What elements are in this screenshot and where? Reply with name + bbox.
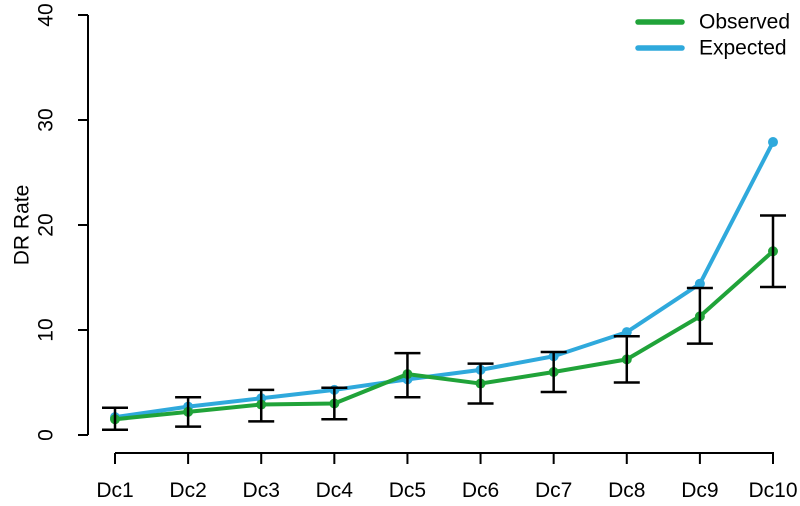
point-expected-9 bbox=[768, 137, 778, 148]
y-tick-label-1: 10 bbox=[35, 318, 58, 341]
x-tick-label-9: Dc10 bbox=[748, 479, 797, 502]
x-tick-label-7: Dc8 bbox=[608, 479, 645, 502]
x-tick-label-3: Dc4 bbox=[316, 479, 354, 502]
x-tick-label-8: Dc9 bbox=[681, 479, 718, 502]
legend-label-observed: Observed bbox=[699, 11, 790, 34]
y-tick-label-4: 40 bbox=[35, 3, 58, 26]
point-expected-8 bbox=[694, 278, 705, 289]
x-tick-label-1: Dc2 bbox=[169, 479, 206, 502]
point-expected-7 bbox=[621, 327, 632, 338]
y-axis-title: DR Rate bbox=[11, 185, 34, 266]
y-tick-label-2: 20 bbox=[35, 213, 58, 236]
series-observed-line bbox=[113, 249, 775, 422]
legend-label-expected: Expected bbox=[699, 37, 787, 60]
x-tick-label-2: Dc3 bbox=[243, 479, 280, 502]
x-tick-label-4: Dc5 bbox=[389, 479, 426, 502]
x-tick-label-0: Dc1 bbox=[96, 479, 133, 502]
y-tick-label-3: 30 bbox=[35, 108, 58, 131]
x-tick-label-6: Dc7 bbox=[535, 479, 572, 502]
series-expected-line bbox=[113, 140, 775, 420]
x-tick-label-5: Dc6 bbox=[462, 479, 499, 502]
y-tick-label-0: 0 bbox=[35, 429, 58, 441]
